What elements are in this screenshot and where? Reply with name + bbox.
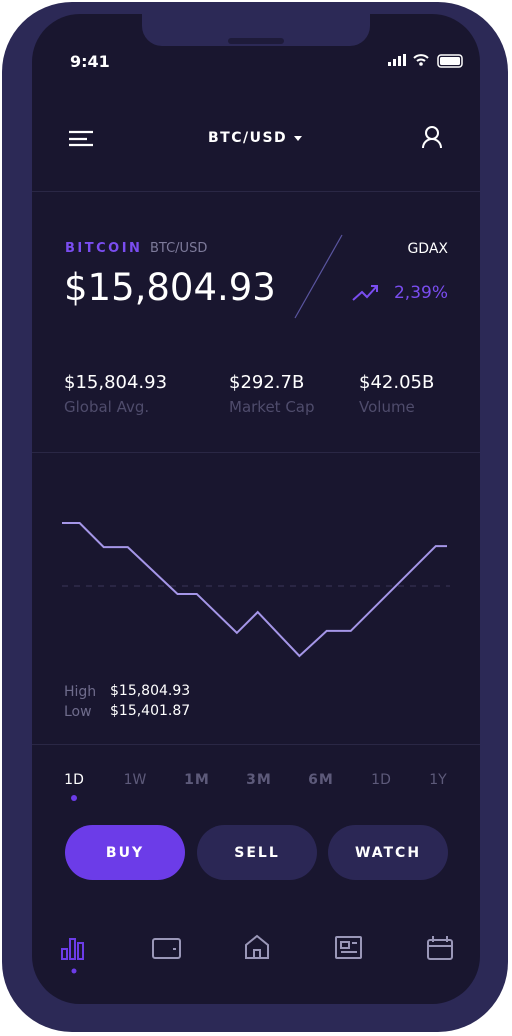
- exchange: GDAX: [407, 241, 448, 257]
- stat-value: $292.7B: [229, 372, 305, 393]
- divider: [32, 452, 480, 453]
- screen: 9:41 BTC/USD BITCOIN BTC/USD $15,804.93 …: [32, 14, 480, 1004]
- stat-label: Market Cap: [229, 398, 315, 416]
- stat-label: Volume: [359, 398, 415, 416]
- coin-name: BITCOIN: [65, 241, 143, 256]
- divider: [32, 744, 480, 745]
- divider: [32, 191, 480, 192]
- period-tab[interactable]: 1W: [123, 772, 147, 788]
- period-tab[interactable]: 1M: [184, 772, 210, 788]
- price-line: [62, 522, 447, 658]
- high-label: High: [64, 684, 97, 700]
- coin-price: $15,804.93: [64, 266, 276, 309]
- decor: [61, 14, 463, 974]
- action-button[interactable]: WATCH: [328, 825, 448, 880]
- high-value: $15,804.93: [110, 683, 191, 699]
- action-button[interactable]: SELL: [197, 825, 317, 880]
- coin-pair: BTC/USD: [150, 241, 208, 256]
- stat-label: Global Avg.: [64, 398, 150, 416]
- low-value: $15,401.87: [110, 703, 191, 719]
- action-button[interactable]: BUY: [65, 825, 185, 880]
- chart: [62, 522, 447, 658]
- period-tab[interactable]: 6M: [308, 772, 334, 788]
- pair-selector[interactable]: BTC/USD: [208, 130, 288, 146]
- stat-value: $42.05B: [359, 372, 435, 393]
- period-tab[interactable]: 1D: [64, 772, 84, 788]
- status-time: 9:41: [70, 52, 110, 71]
- low-label: Low: [64, 704, 92, 720]
- period-tab[interactable]: 1Y: [429, 772, 447, 788]
- stat-value: $15,804.93: [64, 372, 168, 393]
- period-tab[interactable]: 1D: [371, 772, 391, 788]
- change: 2,39%: [393, 283, 448, 303]
- period-tab[interactable]: 3M: [246, 772, 272, 788]
